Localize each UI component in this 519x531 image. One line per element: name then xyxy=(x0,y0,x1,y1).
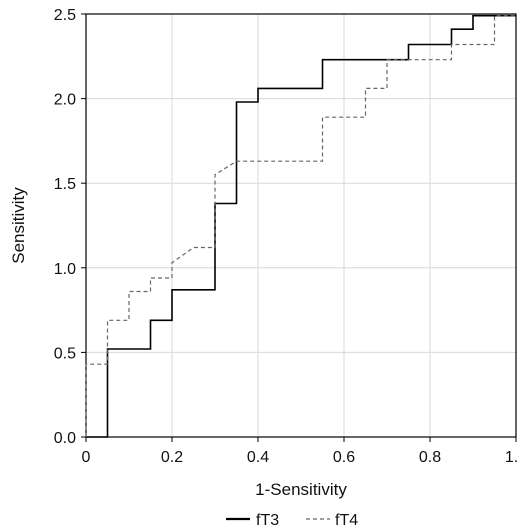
y-tick-label: 0.5 xyxy=(54,345,76,362)
legend: fT3 fT4 xyxy=(226,512,358,529)
y-tick-label: 1.5 xyxy=(54,176,76,193)
series-layer xyxy=(85,14,516,438)
x-tick-label: 1.0 xyxy=(505,449,519,466)
y-axis-ticks: 0.0 0.5 1.0 1.5 2.0 2.5 xyxy=(54,7,86,447)
series-line-ft3 xyxy=(86,14,516,438)
x-axis-label: 1-Sensitivity xyxy=(255,480,347,499)
y-tick-label: 2.0 xyxy=(54,92,76,109)
x-tick-label: 0.8 xyxy=(419,449,441,466)
legend-label-ft4: fT4 xyxy=(335,512,358,529)
x-tick-label: 0.4 xyxy=(247,449,269,466)
y-tick-label: 1.0 xyxy=(54,261,76,278)
x-tick-label: 0.6 xyxy=(333,449,355,466)
series-line-ft4 xyxy=(85,15,516,437)
x-tick-label: 0.2 xyxy=(161,449,183,466)
grid-lines xyxy=(86,14,516,437)
y-tick-label: 2.5 xyxy=(54,7,76,24)
y-tick-label: 0.0 xyxy=(54,430,76,447)
plot-frame xyxy=(85,13,517,438)
y-axis-label: Sensitivity xyxy=(9,187,28,264)
legend-label-ft3: fT3 xyxy=(256,512,279,529)
x-axis-ticks: 0 0.2 0.4 0.6 0.8 1.0 xyxy=(82,437,519,466)
x-tick-label: 0 xyxy=(82,449,91,466)
